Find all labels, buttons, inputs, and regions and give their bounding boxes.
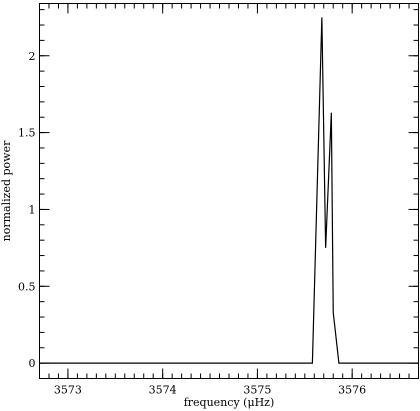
series-line bbox=[39, 17, 419, 364]
series-group bbox=[39, 17, 419, 364]
y-axis-label: normalized power bbox=[0, 140, 13, 241]
y-axis-ticks bbox=[39, 9, 419, 379]
x-axis-ticks bbox=[39, 3, 419, 379]
y-tick-label: 0 bbox=[29, 357, 36, 370]
y-tick-label: 1.5 bbox=[18, 127, 36, 140]
x-tick-label: 3574 bbox=[149, 384, 177, 397]
y-tick-label: 0.5 bbox=[18, 280, 36, 293]
x-axis-label: frequency (μHz) bbox=[184, 396, 275, 409]
x-tick-label: 3575 bbox=[243, 384, 271, 397]
plot-frame bbox=[39, 3, 419, 379]
x-axis-tick-labels: 3573 3574 3575 3576 bbox=[54, 384, 366, 397]
x-tick-label: 3573 bbox=[54, 384, 82, 397]
y-tick-label: 2 bbox=[29, 50, 36, 63]
x-tick-label: 3576 bbox=[338, 384, 366, 397]
y-tick-label: 1 bbox=[29, 203, 36, 216]
y-axis-tick-labels: 0 0.5 1 1.5 2 bbox=[18, 50, 36, 370]
